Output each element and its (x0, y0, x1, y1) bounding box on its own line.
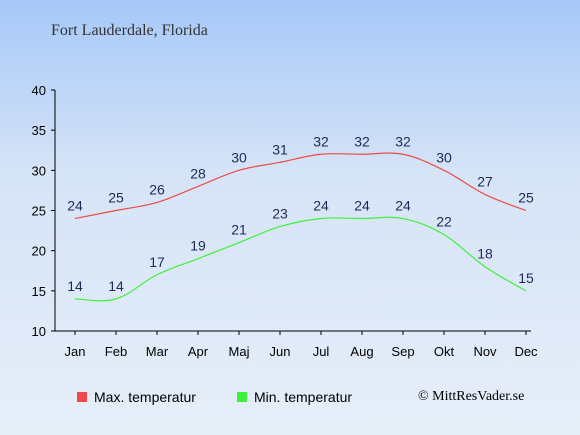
x-tick-label: Apr (188, 344, 209, 359)
data-label-min: 14 (108, 278, 124, 294)
y-tick-label: 40 (32, 83, 46, 98)
series-line-min (74, 216, 527, 302)
data-label-max: 24 (67, 198, 83, 214)
x-tick-label: Maj (229, 344, 250, 359)
data-labels-layer: 24 25 26 28 30 31 32 32 32 30 27 25 14 14 17 19 21 23 24 24… (67, 133, 534, 294)
data-label-min: 14 (67, 278, 83, 294)
y-tick-label: 30 (32, 163, 46, 178)
x-tick-label: Okt (434, 344, 455, 359)
data-label-max: 31 (272, 141, 288, 157)
series-layer (74, 152, 527, 302)
legend-item-max: Max. temperatur (77, 389, 196, 405)
x-tick-label: Aug (350, 344, 373, 359)
y-tick-label: 25 (32, 204, 46, 219)
data-label-min: 21 (231, 222, 247, 238)
y-tick-label: 10 (32, 324, 46, 339)
axes: 10 15 20 25 30 35 40 Jan Feb Mar Apr Maj Jun Jul Aug Se… (32, 83, 539, 359)
legend-label-max: Max. temperatur (94, 389, 196, 405)
data-label-max: 32 (313, 133, 329, 149)
data-label-max: 28 (190, 165, 206, 181)
data-label-min: 18 (477, 246, 493, 262)
x-tick-label: Dec (514, 344, 538, 359)
data-label-max: 27 (477, 173, 493, 189)
legend-swatch-min (237, 392, 247, 402)
data-label-min: 22 (436, 214, 452, 230)
data-label-max: 32 (395, 133, 411, 149)
copyright-text: © MittResVader.se (418, 389, 525, 404)
data-label-min: 19 (190, 238, 206, 254)
data-label-min: 15 (518, 270, 534, 286)
legend-item-min: Min. temperatur (237, 389, 352, 405)
data-label-max: 30 (231, 149, 247, 165)
legend-swatch-max (77, 392, 87, 402)
data-label-max: 25 (108, 190, 124, 206)
x-tick-label: Sep (391, 344, 414, 359)
chart-title: Fort Lauderdale, Florida (51, 22, 208, 39)
data-label-min: 24 (395, 198, 411, 214)
legend-label-min: Min. temperatur (254, 389, 353, 405)
data-label-max: 32 (354, 133, 370, 149)
y-tick-label: 20 (32, 244, 46, 259)
data-label-min: 24 (313, 198, 329, 214)
x-tick-label: Jan (65, 344, 86, 359)
series-line-max (74, 152, 527, 220)
x-tick-label: Feb (105, 344, 127, 359)
y-tick-label: 35 (32, 123, 46, 138)
x-tick-label: Mar (146, 344, 169, 359)
data-label-min: 17 (149, 254, 165, 270)
data-label-max: 25 (518, 190, 534, 206)
y-tick-label: 15 (32, 284, 46, 299)
x-tick-label: Jun (270, 344, 291, 359)
x-tick-label: Nov (473, 344, 497, 359)
data-label-min: 24 (354, 198, 370, 214)
data-label-min: 23 (272, 206, 288, 222)
data-label-max: 30 (436, 149, 452, 165)
data-label-max: 26 (149, 181, 165, 197)
x-tick-label: Jul (313, 344, 330, 359)
